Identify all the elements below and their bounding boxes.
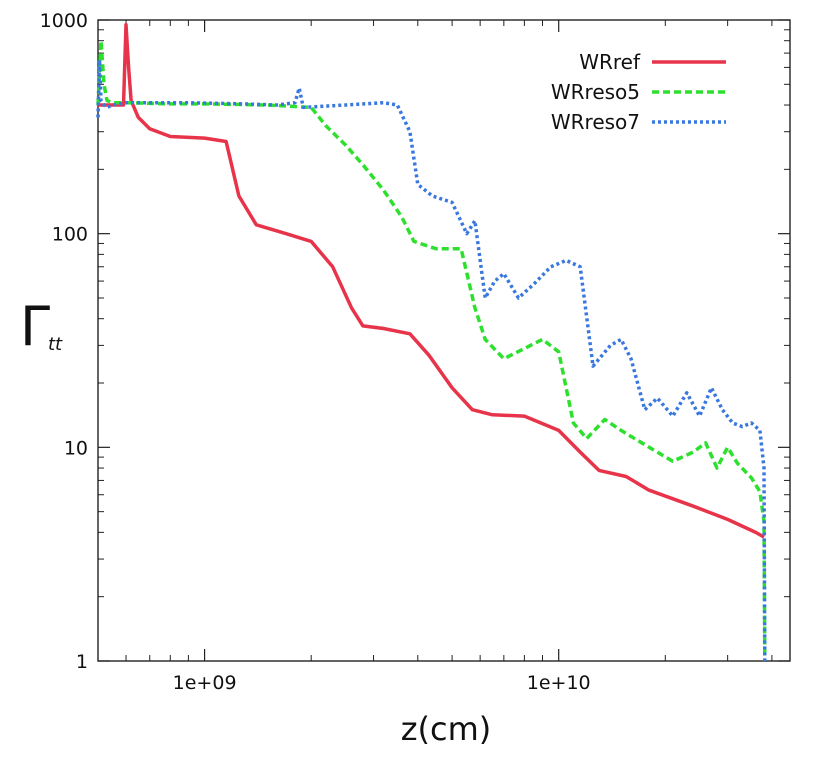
series-layer — [96, 23, 767, 662]
y-tick-label: 10 — [64, 437, 88, 459]
series-line-WRreso5 — [96, 38, 767, 662]
plot-frame — [97, 19, 791, 662]
legend-label: WRref — [579, 50, 641, 74]
series-line-WRreso7 — [96, 58, 767, 662]
legend-label: WRreso7 — [551, 110, 640, 134]
x-axis-title: z(cm) — [401, 710, 492, 748]
x-tick-label: 1e+09 — [173, 672, 237, 694]
y-axis-title: Γ — [20, 295, 50, 358]
x-tick-label: 1e+10 — [527, 672, 591, 694]
series-line-WRref — [98, 23, 765, 539]
legend: WRref WRreso5 WRreso7 — [551, 50, 726, 134]
legend-label: WRreso5 — [551, 80, 640, 104]
y-tick-label: 1 — [76, 651, 88, 673]
ticks-layer: 1 10 100 1000 1e+09 1e+10 — [40, 10, 790, 694]
y-tick-label: 100 — [52, 224, 88, 246]
y-tick-label: 1000 — [40, 10, 88, 32]
y-axis-title-subscript: tt — [48, 334, 63, 355]
